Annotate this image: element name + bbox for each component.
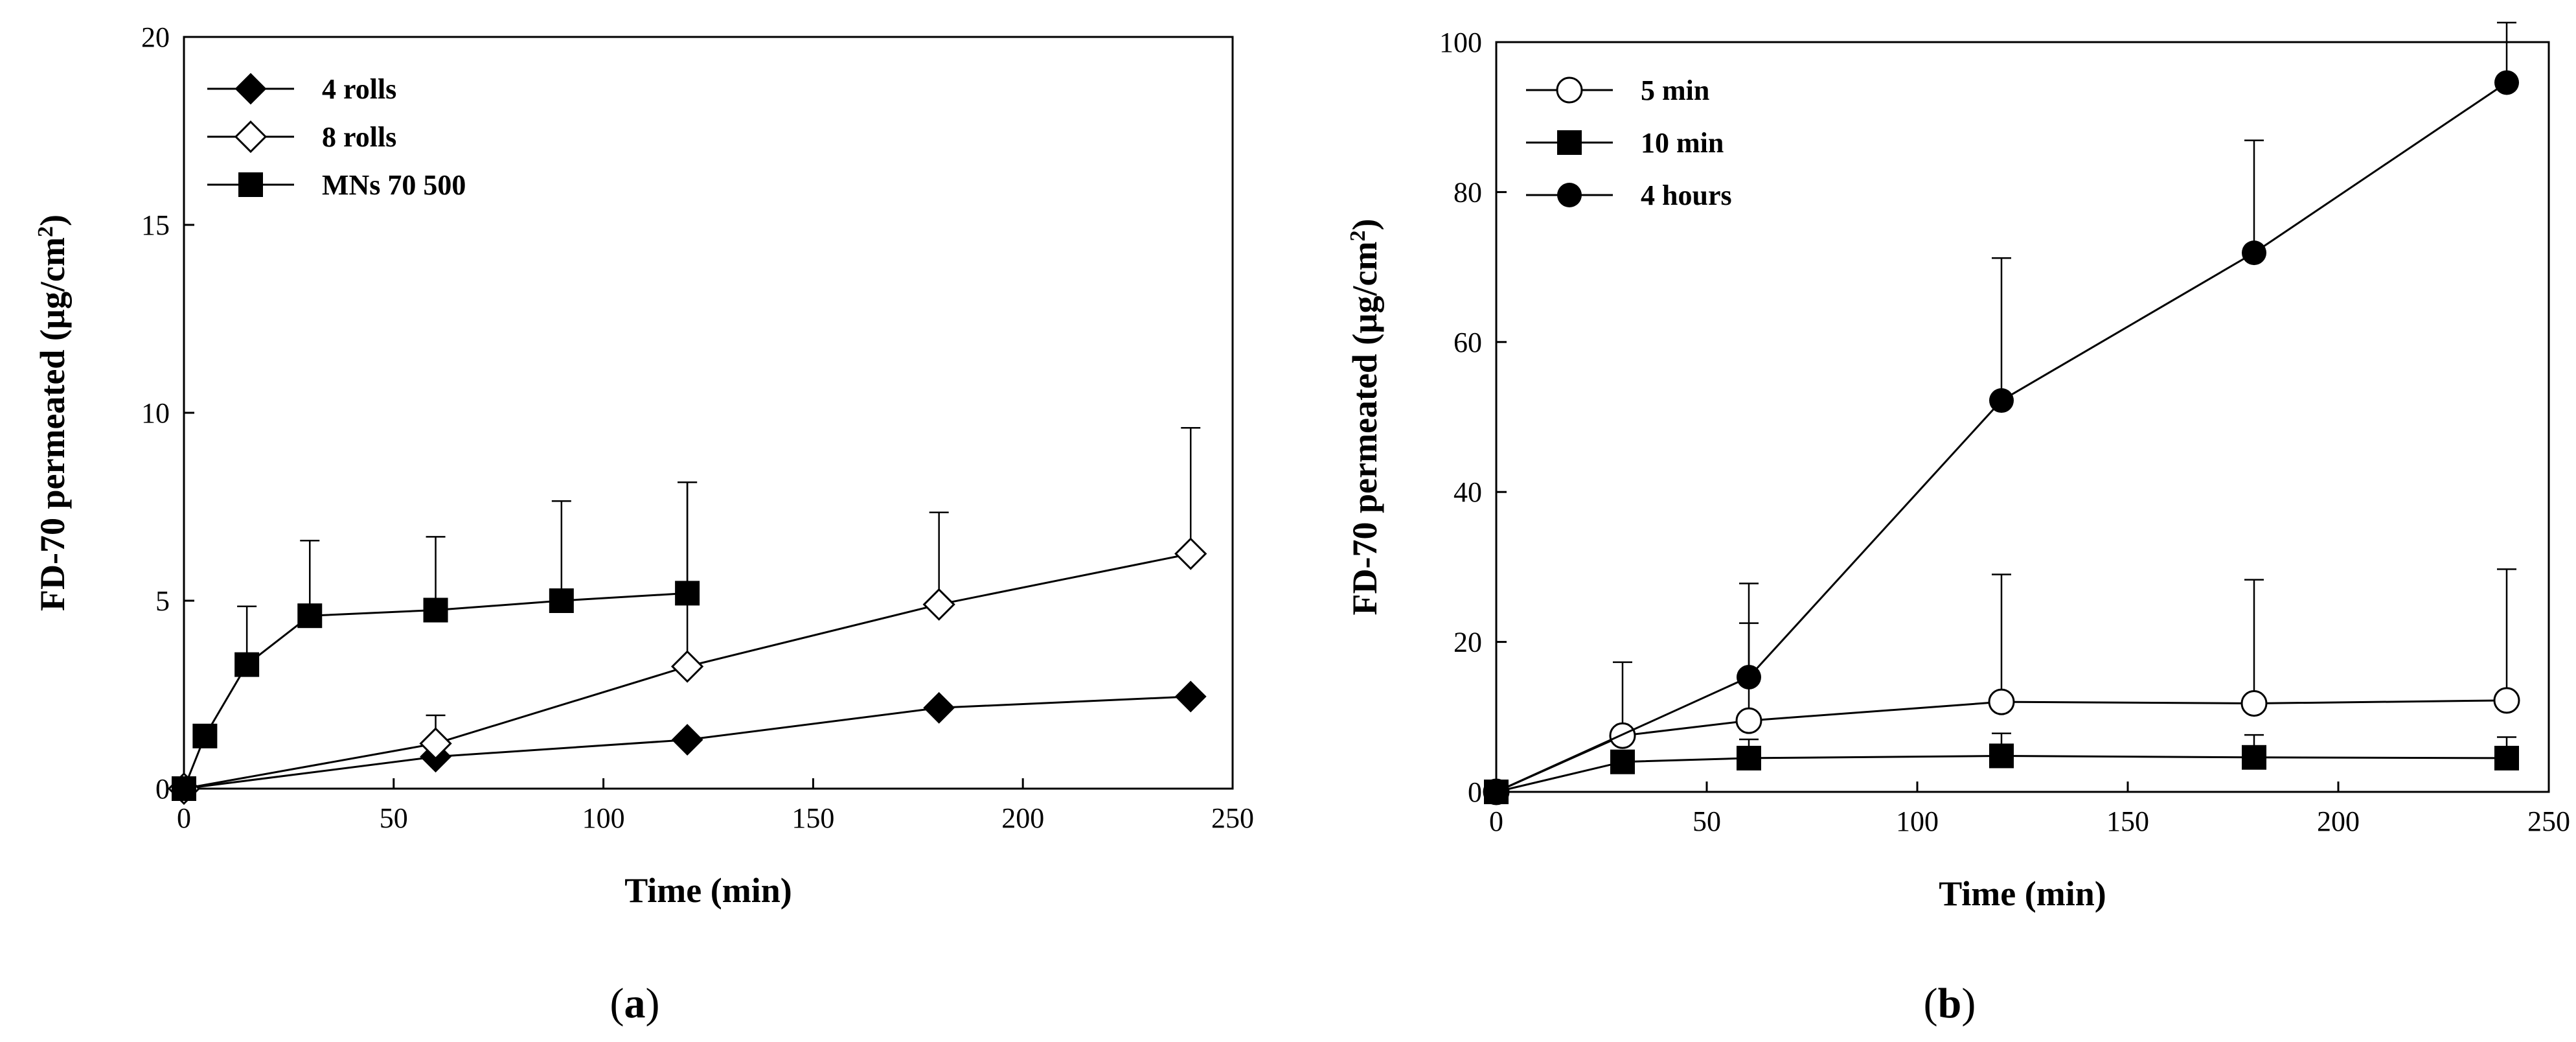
data-point <box>2494 745 2519 770</box>
x-tick-label: 100 <box>582 802 625 834</box>
y-tick-label: 100 <box>1439 27 1482 58</box>
x-tick-label: 0 <box>1489 805 1503 837</box>
legend-entry-4-hours: 4 hours <box>1526 179 1732 211</box>
data-point <box>1988 688 2015 715</box>
legend-marker <box>234 73 267 105</box>
caption-a: (a) <box>610 980 660 1027</box>
x-tick-label: 100 <box>1896 805 1939 837</box>
series-line <box>1496 754 2507 793</box>
y-tick-label: 60 <box>1453 327 1482 358</box>
x-tick-label: 250 <box>2527 805 2570 837</box>
data-point <box>2242 745 2266 770</box>
data-point <box>172 776 196 801</box>
legend-marker <box>1557 183 1582 207</box>
y-tick-label: 0 <box>155 773 170 805</box>
data-point <box>297 603 323 629</box>
data-point <box>1989 743 2014 769</box>
data-point <box>675 581 700 606</box>
legend: 5 min 10 min 4 hours <box>1526 75 1732 211</box>
series-5-min <box>1483 568 2520 805</box>
data-point <box>923 691 955 724</box>
x-tick-label: 50 <box>380 802 408 834</box>
data-point <box>423 597 448 623</box>
legend-marker <box>234 120 268 154</box>
x-tick-label: 150 <box>2106 805 2149 837</box>
legend-label: 4 rolls <box>322 73 396 105</box>
data-point <box>2493 687 2520 714</box>
y-tick-label: 5 <box>155 585 170 617</box>
legend-marker <box>1556 76 1583 104</box>
data-point <box>1484 780 1509 804</box>
y-tick-label: 0 <box>1468 776 1482 808</box>
y-tick-label: 15 <box>141 209 170 241</box>
chart-panel-b: 0 50 100 150 200 250 0 20 40 60 80 100 Time (min) FD-… <box>1345 21 2570 913</box>
data-point <box>234 652 260 677</box>
legend-label: 8 rolls <box>322 121 396 153</box>
data-point <box>671 724 703 756</box>
x-tick-label: 0 <box>177 802 191 834</box>
data-point <box>1174 680 1207 713</box>
x-tick-label: 150 <box>792 802 834 834</box>
x-tick-label: 50 <box>1693 805 1721 837</box>
data-point <box>2240 689 2268 717</box>
data-point <box>1609 722 1636 749</box>
legend-marker <box>1557 130 1582 155</box>
legend-label: 10 min <box>1641 127 1724 159</box>
data-point <box>2494 70 2519 95</box>
data-point <box>1735 707 1762 734</box>
data-point <box>2242 240 2266 266</box>
y-axis-label: FD-70 permeated (µg/cm2) <box>33 214 72 611</box>
y-tick-label: 20 <box>141 21 170 53</box>
series-10-min <box>1484 732 2519 804</box>
series-mns-70-500 <box>172 481 700 801</box>
x-axis-label: Time (min) <box>624 871 792 910</box>
y-tick-label: 80 <box>1453 176 1482 208</box>
plot-frame <box>1495 41 2550 793</box>
data-point <box>670 650 704 683</box>
legend-marker <box>238 172 263 197</box>
series-4-hours <box>1484 21 2519 804</box>
x-tick-label: 200 <box>1001 802 1044 834</box>
legend-label: MNs 70 500 <box>322 169 466 201</box>
chart-panel-a: 0 50 100 150 200 250 0 5 10 15 20 Time (min) FD-70 p… <box>33 21 1254 910</box>
data-point <box>922 588 955 621</box>
legend-entry-4-rolls: 4 rolls <box>207 73 396 105</box>
data-point <box>1610 749 1635 774</box>
data-point <box>1989 388 2014 413</box>
legend: 4 rolls 8 rolls MNs 70 500 <box>207 73 466 201</box>
data-point <box>1737 745 1761 770</box>
x-tick-label: 200 <box>2317 805 2360 837</box>
y-tick-label: 10 <box>141 397 170 429</box>
data-point <box>1737 664 1761 689</box>
series-4-rolls <box>168 680 1207 805</box>
legend-entry-5-min: 5 min <box>1526 75 1709 106</box>
legend-entry-mns-70-500: MNs 70 500 <box>207 169 466 201</box>
y-tick-label: 40 <box>1453 476 1482 508</box>
data-point <box>419 727 452 760</box>
data-point <box>1174 537 1207 570</box>
data-point <box>549 588 574 613</box>
y-axis-label: FD-70 permeated (µg/cm2) <box>1345 219 1384 616</box>
y-tick-label: 20 <box>1453 627 1482 658</box>
caption-b: (b) <box>1924 980 1976 1027</box>
legend-entry-8-rolls: 8 rolls <box>207 120 396 154</box>
legend-label: 4 hours <box>1641 179 1732 211</box>
data-point <box>192 723 218 748</box>
x-axis-label: Time (min) <box>1939 874 2106 913</box>
legend-entry-10-min: 10 min <box>1526 127 1724 159</box>
legend-label: 5 min <box>1641 75 1709 106</box>
x-tick-label: 250 <box>1211 802 1254 834</box>
